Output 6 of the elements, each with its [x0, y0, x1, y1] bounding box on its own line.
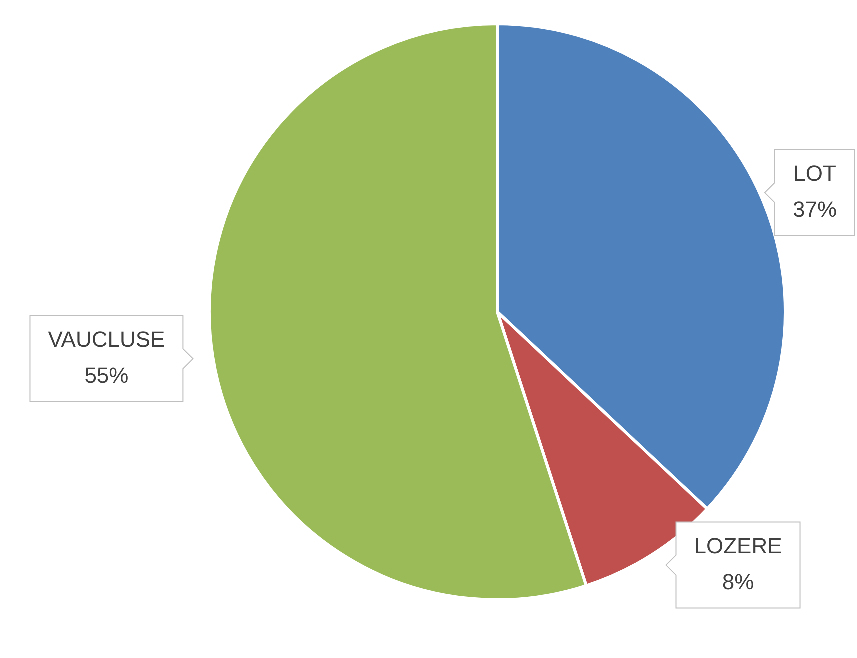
- data-label: 8%: [722, 569, 754, 594]
- slice-label: LOZERE: [694, 533, 782, 558]
- slice-label: LOT: [794, 160, 836, 186]
- data-label: 55%: [84, 362, 129, 388]
- data-label: 37%: [792, 196, 838, 222]
- slice-label: VAUCLUSE: [48, 326, 166, 352]
